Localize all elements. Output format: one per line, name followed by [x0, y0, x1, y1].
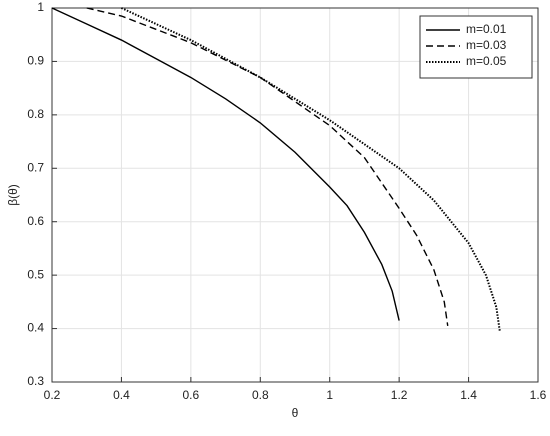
plot-frame — [51, 7, 539, 383]
y-tick-label: 0.8 — [27, 107, 44, 121]
legend-label: m=0.05 — [466, 54, 507, 68]
legend-label: m=0.01 — [466, 22, 507, 36]
y-tick-label: 0.6 — [27, 214, 44, 228]
x-tick-label: 0.8 — [252, 388, 269, 402]
legend-box — [419, 15, 533, 79]
line-series — [51, 7, 400, 321]
y-tick-label: 0.7 — [27, 160, 44, 174]
x-tick-label: 0.2 — [44, 388, 61, 402]
x-tick-label: 1.6 — [530, 388, 547, 402]
y-tick-label: 1 — [37, 0, 44, 14]
y-axis-label: β(θ) — [6, 184, 20, 206]
x-tick-label: 0.6 — [183, 388, 200, 402]
x-axis-label: θ — [292, 406, 299, 420]
y-tick-label: 0.4 — [27, 321, 44, 335]
y-tick-label: 0.3 — [27, 374, 44, 388]
line-series — [86, 7, 449, 327]
y-tick-label: 0.5 — [27, 267, 44, 281]
x-tick-label: 1 — [326, 388, 333, 402]
legend-label: m=0.03 — [466, 38, 507, 52]
x-tick-label: 1.4 — [460, 388, 477, 402]
x-tick-label: 1.2 — [391, 388, 408, 402]
y-tick-label: 0.9 — [27, 54, 44, 68]
x-tick-label: 0.4 — [113, 388, 130, 402]
